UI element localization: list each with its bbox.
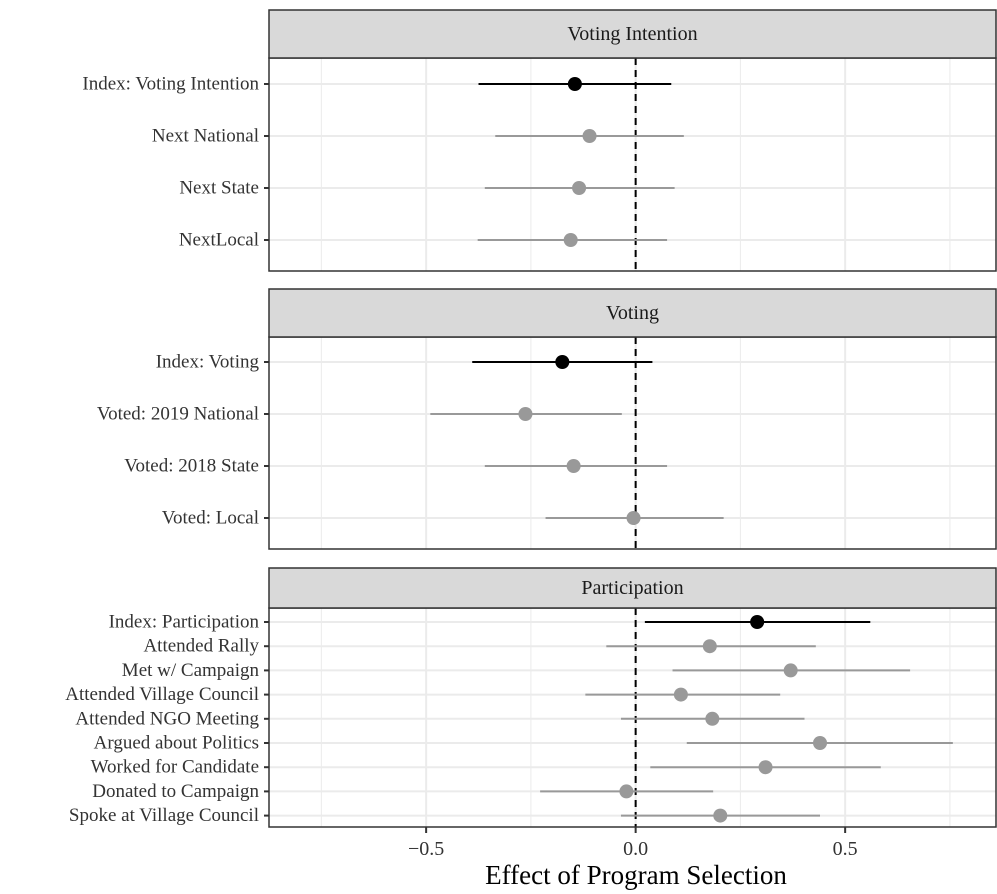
point-estimate (758, 760, 773, 775)
point-estimate (567, 77, 582, 91)
point-estimate (572, 181, 587, 195)
point-estimate (783, 663, 798, 678)
x-axis-title: Effect of Program Selection (485, 860, 787, 890)
panel: Index: Participation Attended Rally Met w/… (65, 567, 997, 828)
y-axis-label: Donated to Campaign (92, 781, 259, 802)
y-axis-label: NextLocal (179, 230, 259, 251)
facet-title: Voting Intention (567, 23, 697, 45)
panel: Index: Voting Intention Next National Next… (82, 9, 997, 272)
point-estimate (705, 711, 720, 726)
y-axis-label: Next National (152, 126, 259, 147)
x-axis: −0.5 0.0 0.5 (408, 827, 858, 860)
panel-background (269, 58, 996, 271)
point-estimate (702, 639, 717, 654)
x-tick-label: −0.5 (408, 838, 444, 860)
y-axis-label: Voted: 2019 National (97, 404, 259, 425)
y-axis-label: Met w/ Campaign (122, 660, 260, 681)
y-axis-label: Next State (179, 178, 259, 199)
facet-strip (268, 9, 997, 59)
y-axis-label: Index: Voting (156, 352, 260, 373)
point-estimate (626, 511, 641, 525)
y-axis-label: Voted: 2018 State (124, 456, 259, 477)
point-estimate (555, 355, 570, 369)
facet-strip (268, 567, 997, 609)
facet-title: Voting (606, 302, 659, 324)
point-estimate (813, 736, 828, 750)
y-axis-label: Attended Village Council (65, 684, 259, 705)
y-axis-label: Spoke at Village Council (69, 805, 259, 826)
panel: Index: Voting Voted: 2019 National Voted: … (97, 288, 997, 550)
y-axis-label: Index: Participation (109, 612, 260, 633)
point-estimate (563, 233, 578, 247)
y-axis-label: Attended Rally (143, 636, 259, 657)
y-axis-label: Index: Voting Intention (82, 74, 259, 95)
point-estimate (713, 808, 728, 823)
y-axis-label: Argued about Politics (94, 733, 259, 754)
y-axis-label: Worked for Candidate (91, 757, 259, 778)
facet-title: Participation (581, 577, 683, 599)
point-estimate (619, 784, 634, 799)
y-axis-label: Attended NGO Meeting (75, 708, 259, 729)
point-estimate (566, 459, 581, 473)
facet-strip (268, 288, 997, 338)
point-estimate (750, 615, 765, 629)
panels-layer: Index: Voting Intention Next National Next… (65, 9, 997, 828)
point-estimate (582, 129, 597, 143)
y-axis-label: Voted: Local (162, 508, 259, 529)
point-estimate (673, 687, 688, 702)
point-estimate (518, 407, 533, 421)
x-tick-label: 0.0 (623, 838, 648, 860)
x-tick-label: 0.5 (833, 838, 858, 860)
